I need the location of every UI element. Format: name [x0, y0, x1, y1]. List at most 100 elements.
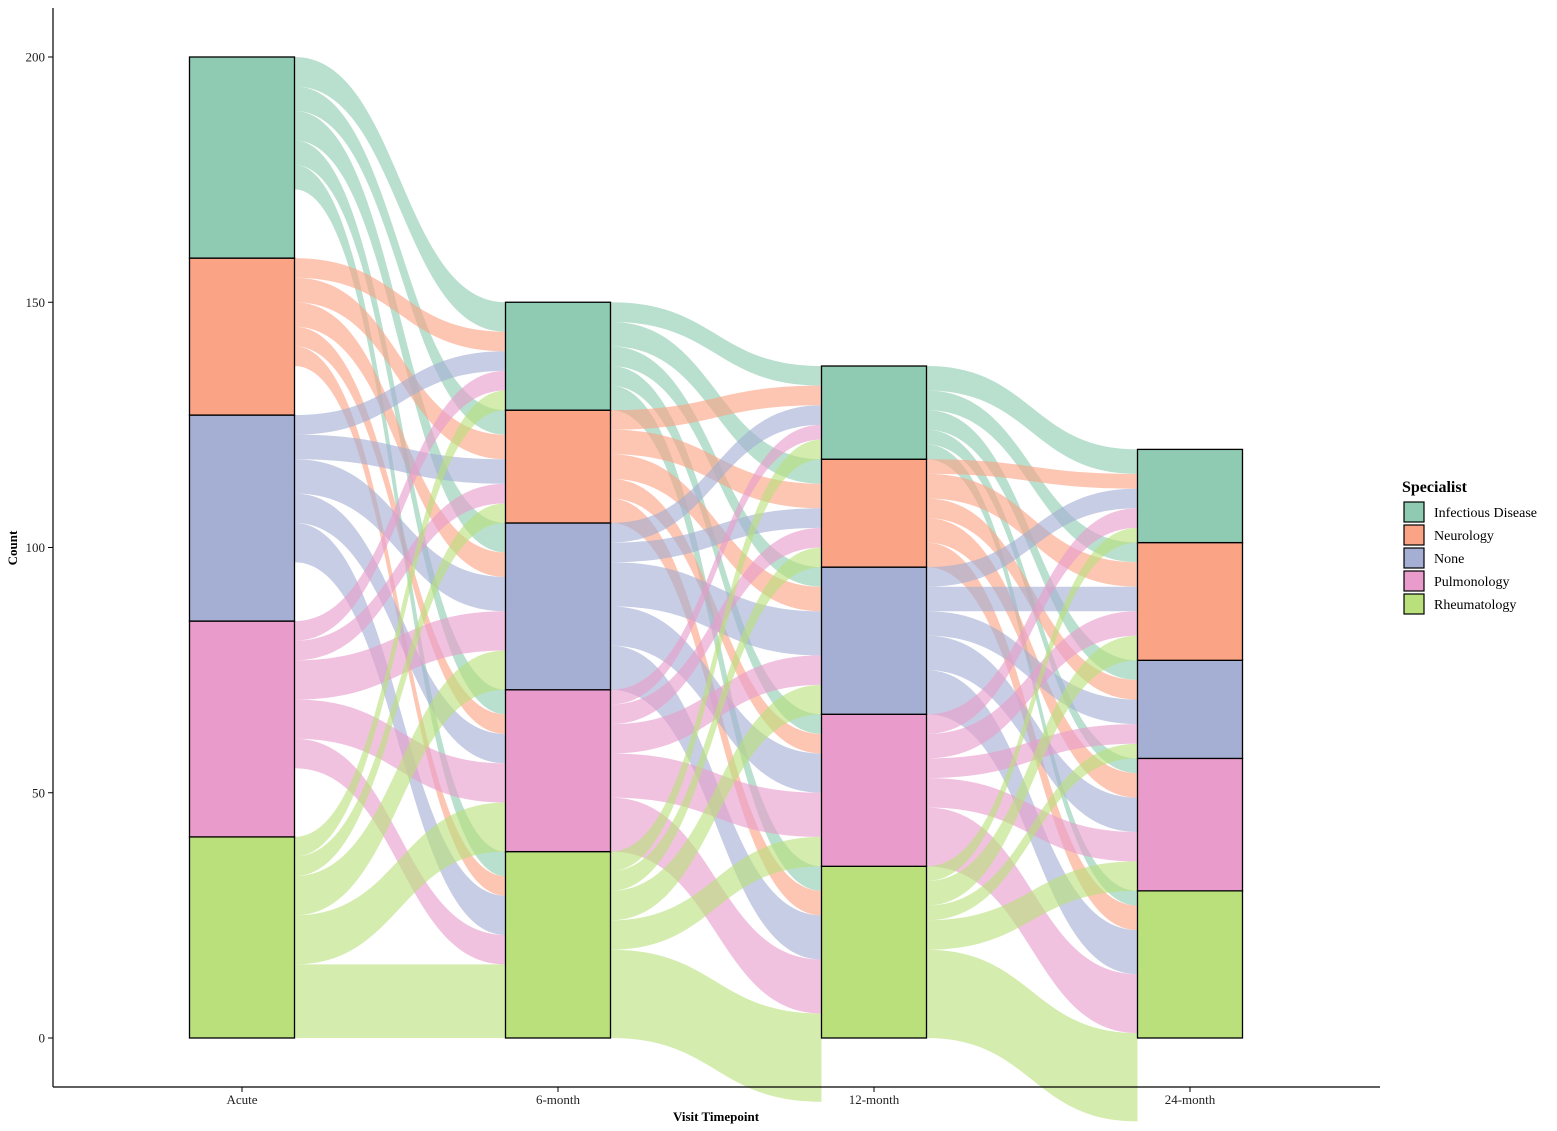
flow-0-19 — [294, 738, 506, 965]
flow-layer — [294, 57, 1138, 1122]
legend-label: Pulmonology — [1434, 575, 1509, 590]
stratum-3-rheumatology — [1136, 890, 1244, 1039]
legend-label: None — [1434, 552, 1464, 567]
y-axis-title: Count — [5, 530, 20, 565]
x-ticks: Acute 6-month 12-month 24-month — [226, 1087, 1216, 1107]
legend-items: Infectious Disease Neurology None Pulmonolo… — [1403, 501, 1537, 615]
x-tick-label: 24-month — [1165, 1092, 1216, 1107]
y-tick-label: 200 — [26, 50, 46, 65]
stratum-1-none — [504, 522, 612, 691]
stratum-0-rheumatology — [188, 836, 296, 1039]
flow-0-7 — [294, 302, 506, 577]
flow-1-23 — [610, 836, 822, 950]
flow-0-2 — [294, 110, 506, 553]
flow-0-24 — [294, 964, 506, 1038]
flow-1-21 — [610, 547, 822, 891]
stratum-1-infectious-disease — [504, 301, 612, 411]
flow-1-5 — [610, 385, 822, 430]
legend-key-neurology — [1403, 524, 1425, 546]
legend-label: Neurology — [1434, 529, 1494, 544]
flow-0-12 — [294, 459, 506, 612]
flow-0-15 — [294, 370, 506, 641]
flow-0-1 — [294, 86, 506, 435]
legend: Specialist Infectious Disease Neurology No… — [1402, 479, 1537, 615]
flow-1-16 — [610, 527, 822, 725]
flow-1-0 — [610, 302, 822, 386]
flow-2-20 — [926, 527, 1138, 882]
flow-2-21 — [926, 635, 1138, 906]
flow-2-10 — [926, 488, 1138, 587]
flow-2-0 — [926, 366, 1138, 474]
stratum-3-none — [1136, 659, 1244, 760]
flow-2-17 — [926, 724, 1138, 779]
x-axis-title: Visit Timepoint — [673, 1109, 760, 1124]
legend-key-pulmonology — [1403, 570, 1425, 592]
x-tick-label: Acute — [226, 1092, 257, 1107]
stratum-0-infectious-disease — [188, 56, 296, 259]
legend-key-infectious-disease — [1403, 501, 1425, 523]
legend-key-rheumatology — [1403, 593, 1425, 615]
flow-1-3 — [610, 366, 822, 734]
legend-label: Infectious Disease — [1434, 506, 1537, 521]
legend-label: Rheumatology — [1434, 598, 1516, 613]
legend-key-none — [1403, 547, 1425, 569]
stratum-2-none — [820, 566, 928, 715]
flow-0-22 — [294, 650, 506, 916]
flow-0-18 — [294, 699, 506, 803]
stratum-1-pulmonology — [504, 689, 612, 853]
flow-1-24 — [610, 949, 822, 1102]
stratum-0-pulmonology — [188, 620, 296, 838]
flow-0-14 — [294, 522, 506, 935]
flow-1-20 — [610, 439, 822, 872]
flow-2-22 — [926, 743, 1138, 921]
stratum-3-pulmonology — [1136, 757, 1244, 892]
y-tick-label: 100 — [26, 540, 46, 555]
stratum-1-neurology — [504, 409, 612, 524]
flow-0-17 — [294, 611, 506, 700]
stratum-2-neurology — [820, 458, 928, 568]
flow-0-21 — [294, 503, 506, 877]
flow-1-15 — [610, 424, 822, 705]
flow-0-16 — [294, 483, 506, 661]
flow-2-18 — [926, 778, 1138, 862]
legend-title: Specialist — [1402, 479, 1468, 496]
flow-0-20 — [294, 390, 506, 857]
y-tick-label: 50 — [32, 785, 45, 800]
flow-0-11 — [294, 434, 506, 484]
flow-0-5 — [294, 258, 506, 352]
flow-1-10 — [610, 405, 822, 543]
flow-2-11 — [926, 586, 1138, 612]
flow-0-0 — [294, 57, 506, 332]
stratum-2-rheumatology — [820, 865, 928, 1039]
flow-2-23 — [926, 861, 1138, 950]
flow-2-5 — [926, 459, 1138, 489]
flow-0-23 — [294, 802, 506, 965]
flow-2-13 — [926, 635, 1138, 832]
y-ticks: 0 50 100 150 200 — [26, 50, 53, 1046]
flow-2-15 — [926, 508, 1138, 734]
stratum-2-infectious-disease — [820, 365, 928, 460]
stratum-0-none — [188, 414, 296, 622]
flow-1-17 — [610, 655, 822, 754]
stratum-1-rheumatology — [504, 850, 612, 1039]
flow-2-12 — [926, 611, 1138, 725]
strata-layer — [188, 56, 1244, 1039]
stratum-3-infectious-disease — [1136, 448, 1244, 544]
flow-1-11 — [610, 508, 822, 563]
flow-2-24 — [926, 949, 1138, 1122]
flow-1-12 — [610, 562, 822, 656]
flow-1-4 — [610, 385, 822, 891]
y-tick-label: 0 — [39, 1031, 46, 1046]
flow-0-6 — [294, 277, 506, 460]
stratum-0-neurology — [188, 257, 296, 416]
x-tick-label: 6-month — [536, 1092, 581, 1107]
flow-1-22 — [610, 684, 822, 921]
flow-0-10 — [294, 351, 506, 435]
axes: 0 50 100 150 200 Acute 6-month 12-month 24-mont… — [5, 8, 1380, 1124]
x-tick-label: 12-month — [849, 1092, 900, 1107]
y-tick-label: 150 — [26, 295, 46, 310]
flow-2-16 — [926, 611, 1138, 759]
stratum-3-neurology — [1136, 541, 1244, 661]
stratum-2-pulmonology — [820, 713, 928, 867]
